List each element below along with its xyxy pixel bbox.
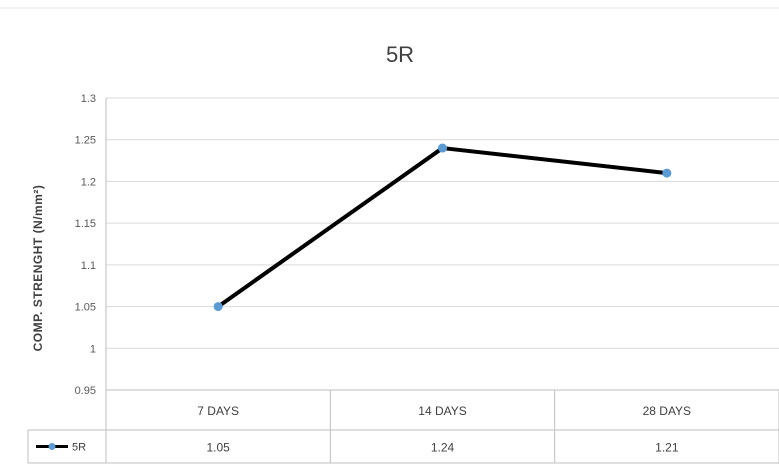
y-tick-label: 1.15	[75, 218, 96, 230]
y-tick-label: 0.95	[75, 385, 96, 397]
data-table-value: 1.24	[431, 441, 455, 455]
x-category-label: 7 DAYS	[197, 404, 239, 418]
legend-label: 5R	[72, 442, 86, 454]
x-category-label: 14 DAYS	[418, 404, 466, 418]
series-5r	[213, 143, 672, 312]
y-tick-label: 1.3	[81, 93, 96, 105]
data-table-value: 1.05	[206, 441, 230, 455]
chart-title: 5R	[386, 42, 414, 67]
data-point-marker	[662, 168, 672, 178]
y-tick-label: 1.1	[81, 260, 96, 272]
y-tick-label: 1.25	[75, 135, 96, 147]
data-table-value: 1.21	[655, 441, 679, 455]
y-tick-label: 1	[90, 343, 96, 355]
y-axis-label: COMP. STRENGHT (N/mm²)	[31, 185, 45, 352]
y-tick-label: 1.05	[75, 302, 96, 314]
data-point-marker	[213, 302, 223, 312]
legend-marker-key	[48, 443, 56, 450]
data-table: 7 DAYS 14 DAYS 28 DAYS 1.05 1.24 1.21 5R	[27, 389, 779, 464]
y-tick-label: 1.2	[81, 176, 96, 188]
y-tick-labels: 0.95 1 1.05 1.1 1.15 1.2 1.25 1.3	[75, 93, 96, 397]
x-category-label: 28 DAYS	[643, 404, 691, 418]
data-point-marker	[438, 143, 447, 153]
